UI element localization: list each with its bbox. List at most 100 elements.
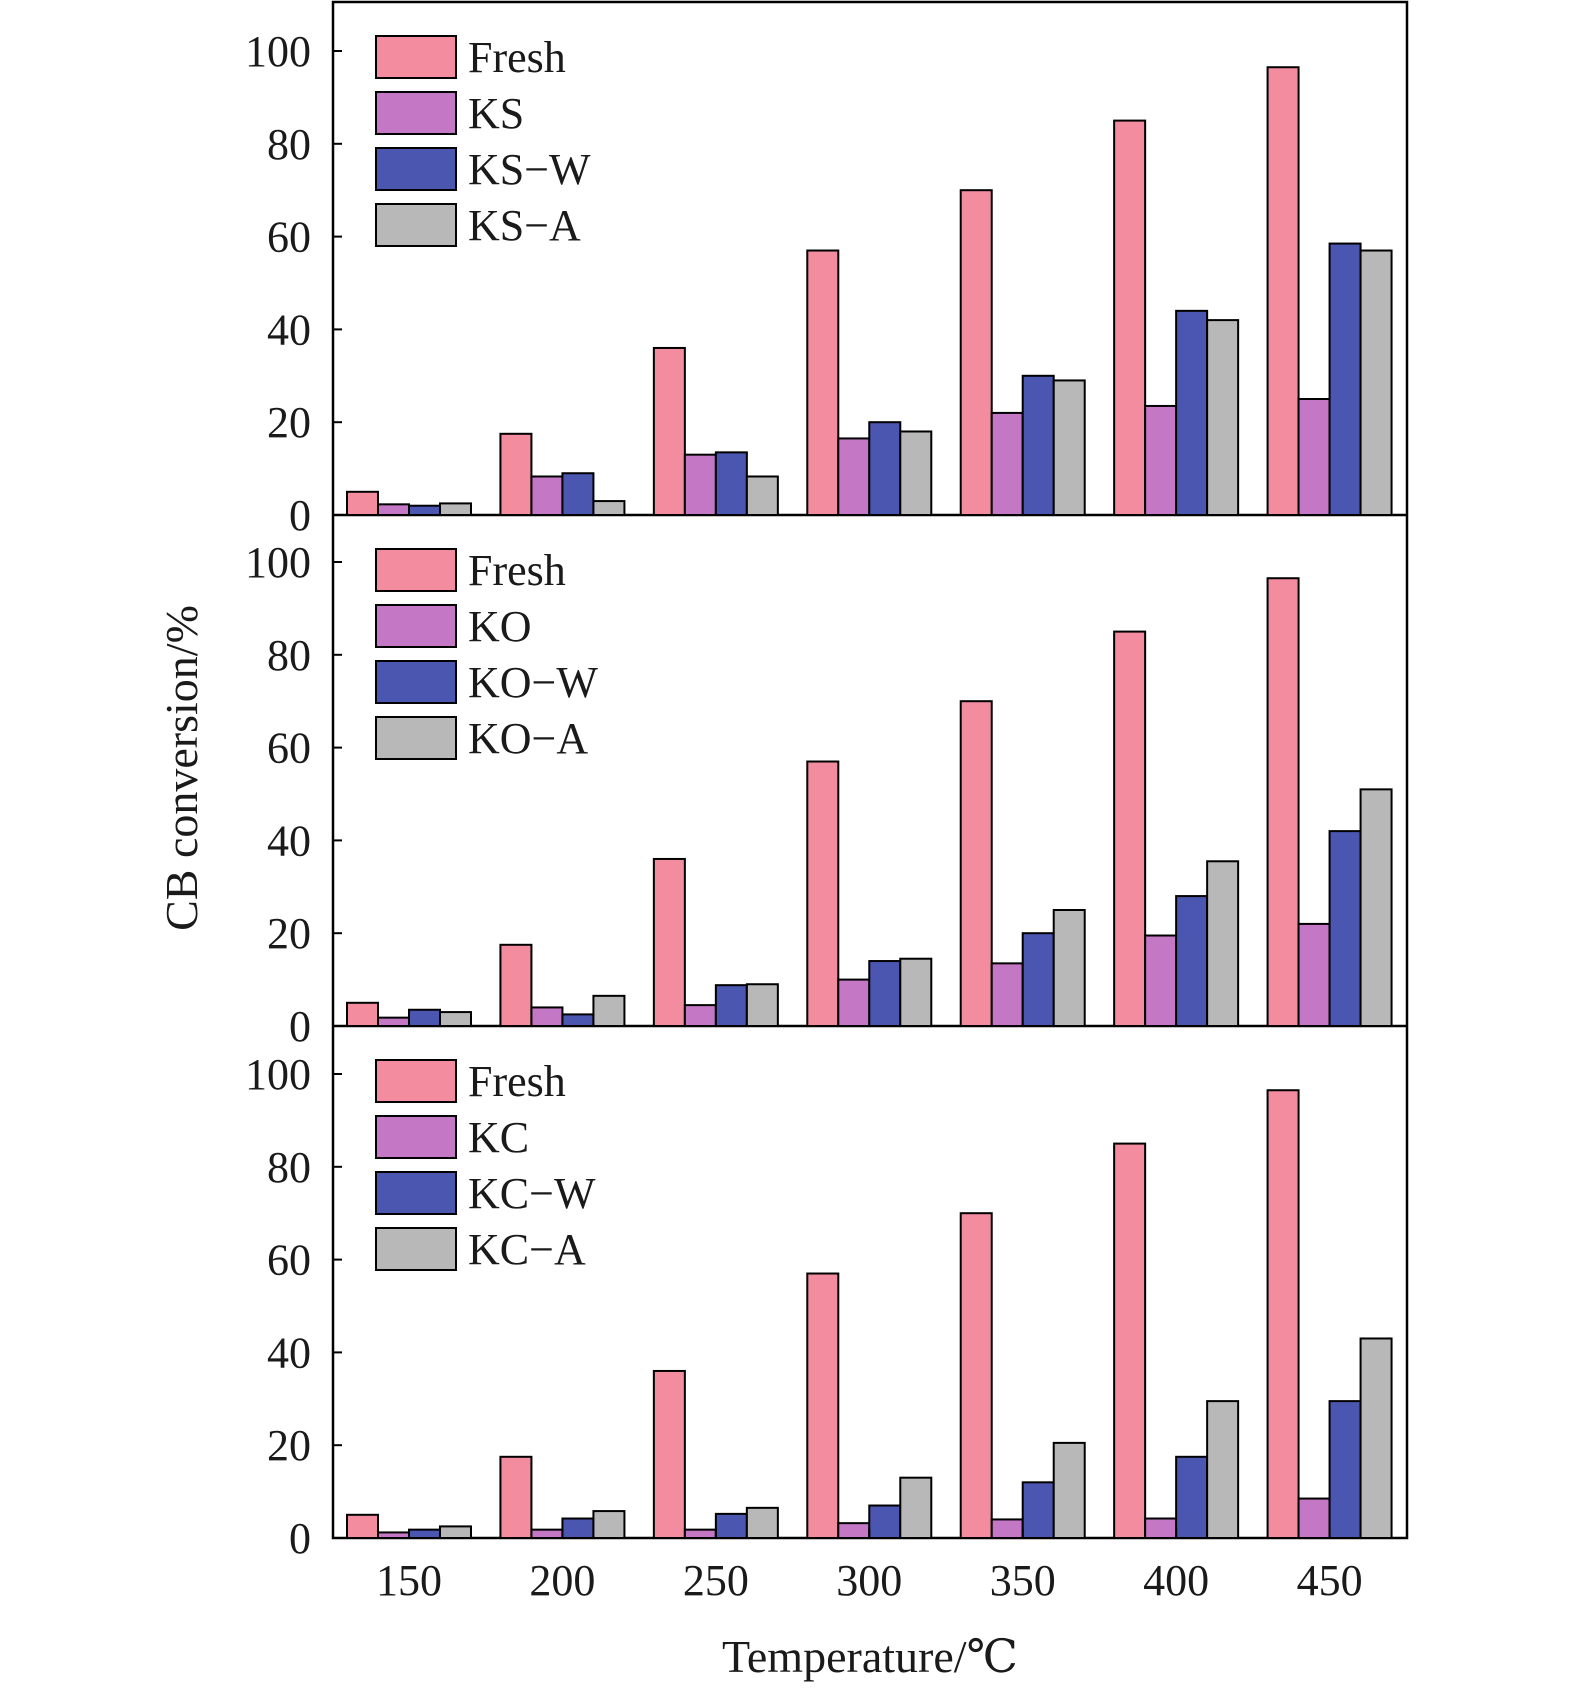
bar-koa-300	[899, 957, 933, 1027]
legend-swatch	[375, 604, 457, 648]
bar-kcw-450	[1328, 1400, 1362, 1539]
bar-fresh-250	[652, 857, 686, 1028]
legend-swatch	[375, 548, 457, 592]
bar-kcw-400	[1175, 1455, 1209, 1540]
legend-label: Fresh	[468, 1057, 566, 1106]
bar-kca-150	[439, 1525, 472, 1540]
bar-koa-200	[592, 994, 626, 1028]
legend-label: KS−W	[468, 145, 591, 194]
bar-kow-200	[561, 1013, 595, 1028]
legend-swatch	[375, 716, 457, 760]
legend-swatch	[375, 1227, 457, 1271]
bar-ks-350	[990, 411, 1024, 517]
y-tick-label: 80	[267, 631, 311, 680]
bar-ko-300	[837, 978, 871, 1027]
legend-label: KO	[468, 602, 532, 651]
legend-swatch	[375, 1115, 457, 1159]
bar-ksa-300	[899, 430, 933, 517]
bar-ko-150	[377, 1016, 410, 1028]
bar-kow-300	[868, 960, 902, 1027]
bar-ksw-200	[561, 472, 595, 516]
bar-ks-450	[1297, 398, 1331, 516]
bar-fresh-300	[806, 249, 840, 517]
bar-fresh-350	[959, 1212, 993, 1539]
bar-ks-300	[837, 437, 871, 516]
legend-label: KS−A	[468, 201, 581, 250]
bar-fresh-350	[959, 189, 993, 516]
y-tick-label: 100	[245, 27, 311, 76]
panel-1: 0 20 40 60 80 100 Fresh KS KS−W KS−A	[245, 27, 1407, 540]
bar-ksw-450	[1328, 242, 1362, 516]
y-tick-label: 20	[267, 398, 311, 447]
legend-swatch	[375, 1059, 457, 1103]
bar-fresh-200	[499, 432, 533, 516]
legend-swatch	[375, 203, 457, 247]
bar-ks-250	[683, 453, 717, 516]
panel-2: 0 20 40 60 80 100 Fresh KO KO−W KO−A	[245, 538, 1407, 1051]
y-tick-label: 0	[289, 1002, 311, 1051]
x-axis-label: Temperature/℃	[722, 1631, 1018, 1682]
bar-kc-150	[377, 1531, 410, 1540]
y-tick-label: 0	[289, 1514, 311, 1563]
bar-fresh-450	[1266, 1089, 1300, 1539]
bar-kc-350	[990, 1518, 1024, 1539]
bar-ks-200	[530, 475, 564, 517]
bar-ksw-300	[868, 421, 902, 517]
y-tick-label: 20	[267, 909, 311, 958]
y-tick-label: 40	[267, 305, 311, 354]
bar-koa-150	[439, 1011, 472, 1028]
y-tick-label: 100	[245, 1050, 311, 1099]
bar-fresh-400	[1113, 630, 1147, 1027]
bar-kcw-350	[1021, 1481, 1055, 1539]
bar-kca-350	[1052, 1441, 1086, 1540]
bar-fresh-450	[1266, 577, 1300, 1027]
bar-ks-150	[377, 503, 410, 517]
bar-ksa-250	[745, 475, 779, 517]
y-axis-label: CB conversion/%	[156, 605, 207, 931]
bar-kow-350	[1021, 932, 1055, 1028]
y-tick-label: 40	[267, 1328, 311, 1377]
x-tick-label: 400	[1143, 1556, 1209, 1605]
legend-swatch	[375, 91, 457, 135]
bar-fresh-250	[652, 1369, 686, 1539]
bar-ko-250	[683, 1004, 717, 1027]
panel-3: 0 20 40 60 80 100 Fresh KC KC−W KC−A	[245, 1050, 1393, 1563]
bar-fresh-450	[1266, 66, 1300, 517]
bar-ko-400	[1144, 934, 1178, 1028]
legend-label: KO−W	[468, 658, 598, 707]
bar-koa-400	[1206, 860, 1240, 1028]
bar-kcw-300	[868, 1504, 902, 1540]
bar-ksw-350	[1021, 374, 1055, 516]
legend-label: KC−W	[468, 1169, 596, 1218]
bar-kc-250	[683, 1528, 717, 1539]
legend-swatch	[375, 1171, 457, 1215]
x-tick-label: 150	[376, 1556, 442, 1605]
bar-kc-200	[530, 1528, 564, 1539]
y-tick-label: 0	[289, 491, 311, 540]
bar-ksw-250	[714, 451, 748, 516]
bar-ksa-200	[592, 500, 626, 516]
bar-fresh-350	[959, 700, 993, 1027]
bar-ko-450	[1297, 922, 1331, 1027]
bar-kow-450	[1328, 830, 1362, 1027]
bar-koa-450	[1359, 788, 1393, 1027]
y-tick-label: 60	[267, 213, 311, 262]
bar-kow-150	[408, 1008, 441, 1028]
x-tick-label: 250	[683, 1556, 749, 1605]
legend-label: KS	[468, 89, 524, 138]
y-tick-label: 80	[267, 1143, 311, 1192]
y-tick-label: 80	[267, 120, 311, 169]
bar-ks-400	[1144, 404, 1178, 516]
bar-kca-250	[745, 1506, 779, 1539]
bar-fresh-400	[1113, 1142, 1147, 1539]
bar-kc-300	[837, 1522, 871, 1539]
bar-fresh-400	[1113, 119, 1147, 516]
y-tick-label: 100	[245, 538, 311, 587]
bar-ksa-150	[439, 502, 472, 516]
bar-ksa-450	[1359, 249, 1393, 517]
x-tick-label: 200	[529, 1556, 595, 1605]
bar-fresh-200	[499, 1455, 533, 1540]
x-tick-label: 450	[1297, 1556, 1363, 1605]
